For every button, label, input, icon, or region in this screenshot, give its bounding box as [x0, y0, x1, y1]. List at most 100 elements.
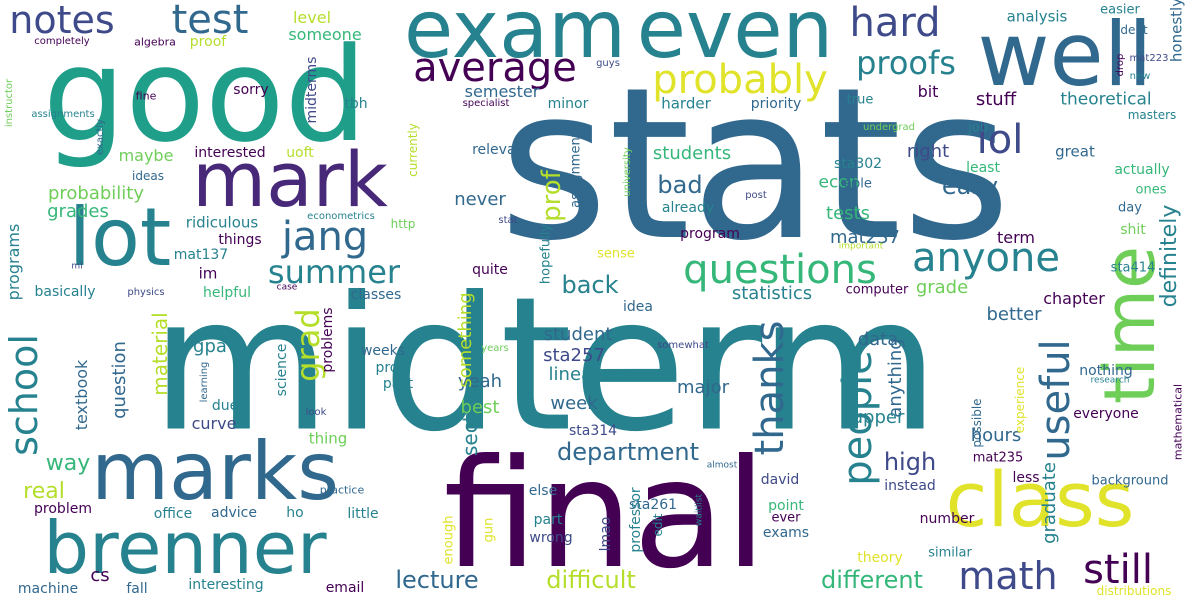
word: currently	[406, 123, 420, 177]
word: econ	[818, 172, 860, 193]
word: difficult	[546, 566, 636, 594]
word: final	[443, 428, 767, 600]
word: already	[661, 200, 715, 216]
word: high	[883, 448, 937, 476]
word: textbook	[72, 359, 91, 431]
word: definitely	[1157, 204, 1182, 308]
word: sta261	[628, 497, 678, 513]
word: tests	[826, 203, 870, 224]
word: less	[1012, 470, 1040, 486]
word: fine	[135, 89, 157, 103]
word: right	[906, 141, 950, 162]
word: ones	[1135, 182, 1167, 198]
word: sorry	[233, 82, 269, 98]
word: exam	[403, 0, 627, 76]
word: lol	[976, 117, 1024, 163]
word: edit	[651, 513, 665, 537]
word: past	[382, 376, 414, 392]
word: assignments	[31, 109, 95, 120]
word: bad	[657, 171, 703, 199]
word: thing	[308, 429, 348, 448]
word: easy	[941, 172, 999, 200]
word: marks	[91, 425, 339, 518]
word: brenner	[43, 506, 327, 590]
word: stat	[498, 215, 518, 226]
word: lmao	[598, 516, 614, 552]
word: chapter	[1043, 289, 1105, 308]
word: new	[1129, 71, 1151, 82]
word: distributions	[1096, 584, 1172, 598]
word: bit	[917, 82, 939, 101]
word: class	[945, 455, 1135, 544]
word: enough	[441, 515, 457, 565]
word: tbh	[344, 96, 368, 112]
word: problem	[34, 501, 92, 517]
word: never	[454, 189, 506, 210]
word: true	[846, 92, 874, 108]
word: basically	[34, 284, 96, 300]
word: statistics	[731, 283, 813, 304]
word: summer	[267, 253, 401, 291]
word: anything	[885, 338, 906, 418]
word: sense	[597, 246, 635, 262]
word: thanks	[747, 320, 793, 456]
word: minor	[547, 96, 589, 112]
word: program	[680, 226, 740, 242]
word: great	[1055, 142, 1095, 161]
word: email	[325, 580, 365, 596]
word: office	[153, 506, 193, 522]
word: sta414	[1110, 260, 1156, 276]
word: best	[460, 397, 500, 418]
word: term	[997, 228, 1035, 247]
word: day	[1118, 200, 1142, 216]
word: waitlist	[694, 493, 705, 527]
word: exams	[762, 525, 810, 541]
word: university	[622, 147, 633, 197]
word: quite	[472, 262, 508, 278]
word: average	[413, 45, 577, 91]
word: undergrad	[862, 122, 916, 133]
word: programs	[4, 223, 23, 301]
word: important	[838, 241, 884, 252]
word: idea	[623, 299, 653, 315]
word: something	[455, 292, 476, 388]
word: job	[968, 120, 988, 136]
word: nothing	[1079, 363, 1133, 379]
word: able	[844, 176, 872, 192]
word: http	[390, 217, 416, 231]
word: case	[276, 282, 298, 293]
word: experience	[1013, 366, 1027, 434]
word: possible	[970, 398, 984, 448]
word: major	[677, 377, 729, 398]
word: theoretical	[1060, 89, 1152, 110]
word: hours	[970, 425, 1022, 446]
word: problems	[320, 307, 336, 373]
word: classes	[350, 287, 402, 303]
word: guys	[596, 58, 620, 69]
word: weeks	[360, 343, 406, 359]
word: better	[986, 304, 1042, 325]
word: harder	[661, 94, 711, 113]
word: algebra	[134, 35, 176, 49]
word: different	[821, 566, 923, 594]
word: good	[42, 19, 368, 171]
word: learning	[199, 361, 210, 403]
word: proofs	[856, 44, 956, 82]
word: sta257	[543, 345, 605, 366]
word: students	[652, 143, 732, 164]
word: grade	[915, 277, 969, 298]
word: hopefully	[538, 223, 554, 285]
word: midterm	[150, 256, 940, 473]
word: post	[745, 190, 767, 201]
word: probably	[652, 57, 828, 103]
word: machine	[17, 581, 79, 597]
word: somewhat	[657, 340, 709, 351]
word: stuff	[975, 89, 1017, 110]
word: interested	[194, 145, 266, 161]
word: else	[528, 483, 558, 499]
word: student	[543, 324, 613, 345]
word: prof	[537, 170, 567, 222]
word: fall	[126, 581, 148, 597]
word: point	[768, 498, 804, 514]
word: cs	[90, 565, 110, 586]
